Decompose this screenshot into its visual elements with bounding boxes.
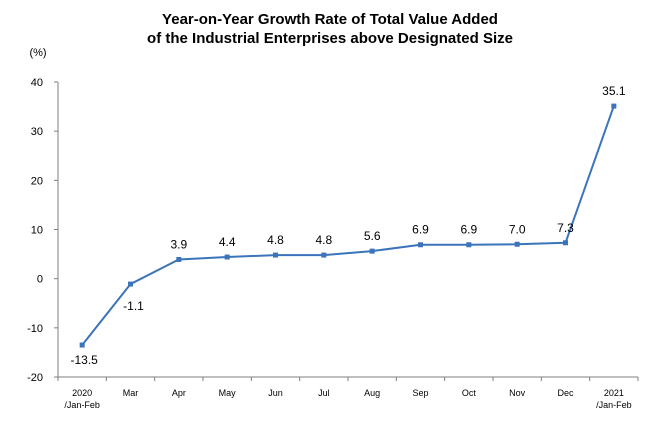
x-tick-label: /Jan-Feb — [596, 400, 632, 410]
data-point — [321, 252, 327, 258]
y-axis-ticks: -20 -10 0 10 20 30 40 — [27, 77, 58, 384]
data-point — [466, 242, 472, 248]
data-point — [224, 254, 230, 260]
y-tick-label: 30 — [31, 126, 43, 138]
data-label: 6.9 — [412, 223, 429, 237]
data-point — [369, 248, 375, 254]
x-tick-label: Jun — [268, 388, 283, 398]
data-label: 5.6 — [364, 229, 381, 243]
data-label: -13.5 — [70, 353, 98, 367]
data-point — [418, 242, 423, 248]
data-label: 35.1 — [602, 84, 626, 98]
x-tick-label: /Jan-Feb — [64, 400, 100, 410]
series-line — [81, 105, 615, 346]
data-label: 4.4 — [219, 235, 236, 249]
series-markers — [79, 103, 617, 348]
data-label: -1.1 — [123, 299, 144, 313]
x-tick-label: Jul — [318, 388, 330, 398]
y-axis-unit: (%) — [29, 47, 46, 59]
data-label: 7.3 — [557, 221, 574, 235]
y-tick-label: -20 — [27, 372, 43, 384]
x-tick-label: Apr — [172, 388, 186, 398]
data-point — [128, 281, 133, 287]
x-tick-label: Mar — [123, 388, 139, 398]
data-labels: -13.5 -1.1 3.9 4.4 4.8 4.8 5.6 6.9 6.9 7.0 7.3 35.1 — [70, 84, 625, 367]
x-tick-label: Nov — [509, 388, 526, 398]
data-point — [611, 103, 617, 109]
data-point — [563, 240, 568, 246]
data-label: 3.9 — [170, 237, 187, 251]
y-tick-label: 0 — [37, 274, 43, 286]
chart-title-line-1: Year-on-Year Growth Rate of Total Value … — [162, 11, 498, 28]
y-tick-label: 40 — [31, 77, 43, 89]
data-label: 4.8 — [315, 233, 332, 247]
x-tick-label: Oct — [462, 388, 477, 398]
data-point — [176, 256, 182, 262]
data-label: 6.9 — [460, 223, 477, 237]
x-tick-label: 2020 — [72, 388, 92, 398]
y-tick-label: 20 — [31, 175, 43, 187]
x-tick-label: Dec — [557, 388, 574, 398]
data-point — [514, 241, 520, 247]
x-tick-label: May — [219, 388, 237, 398]
data-label: 4.8 — [267, 233, 284, 247]
y-tick-label: 10 — [31, 225, 43, 237]
data-point — [79, 342, 85, 348]
chart-title: Year-on-Year Growth Rate of Total Value … — [0, 10, 660, 48]
y-tick-label: -10 — [27, 323, 43, 335]
x-tick-label: Aug — [364, 388, 380, 398]
data-label: 7.0 — [509, 222, 526, 236]
data-point — [273, 252, 278, 258]
chart-title-line-2: of the Industrial Enterprises above Desi… — [147, 30, 513, 47]
x-axis-ticks: 2020/Jan-Feb Mar Apr May Jun Jul Aug Sep Oct Nov D… — [57, 377, 639, 410]
x-tick-label: 2021 — [604, 388, 624, 398]
x-tick-label: Sep — [412, 388, 428, 398]
